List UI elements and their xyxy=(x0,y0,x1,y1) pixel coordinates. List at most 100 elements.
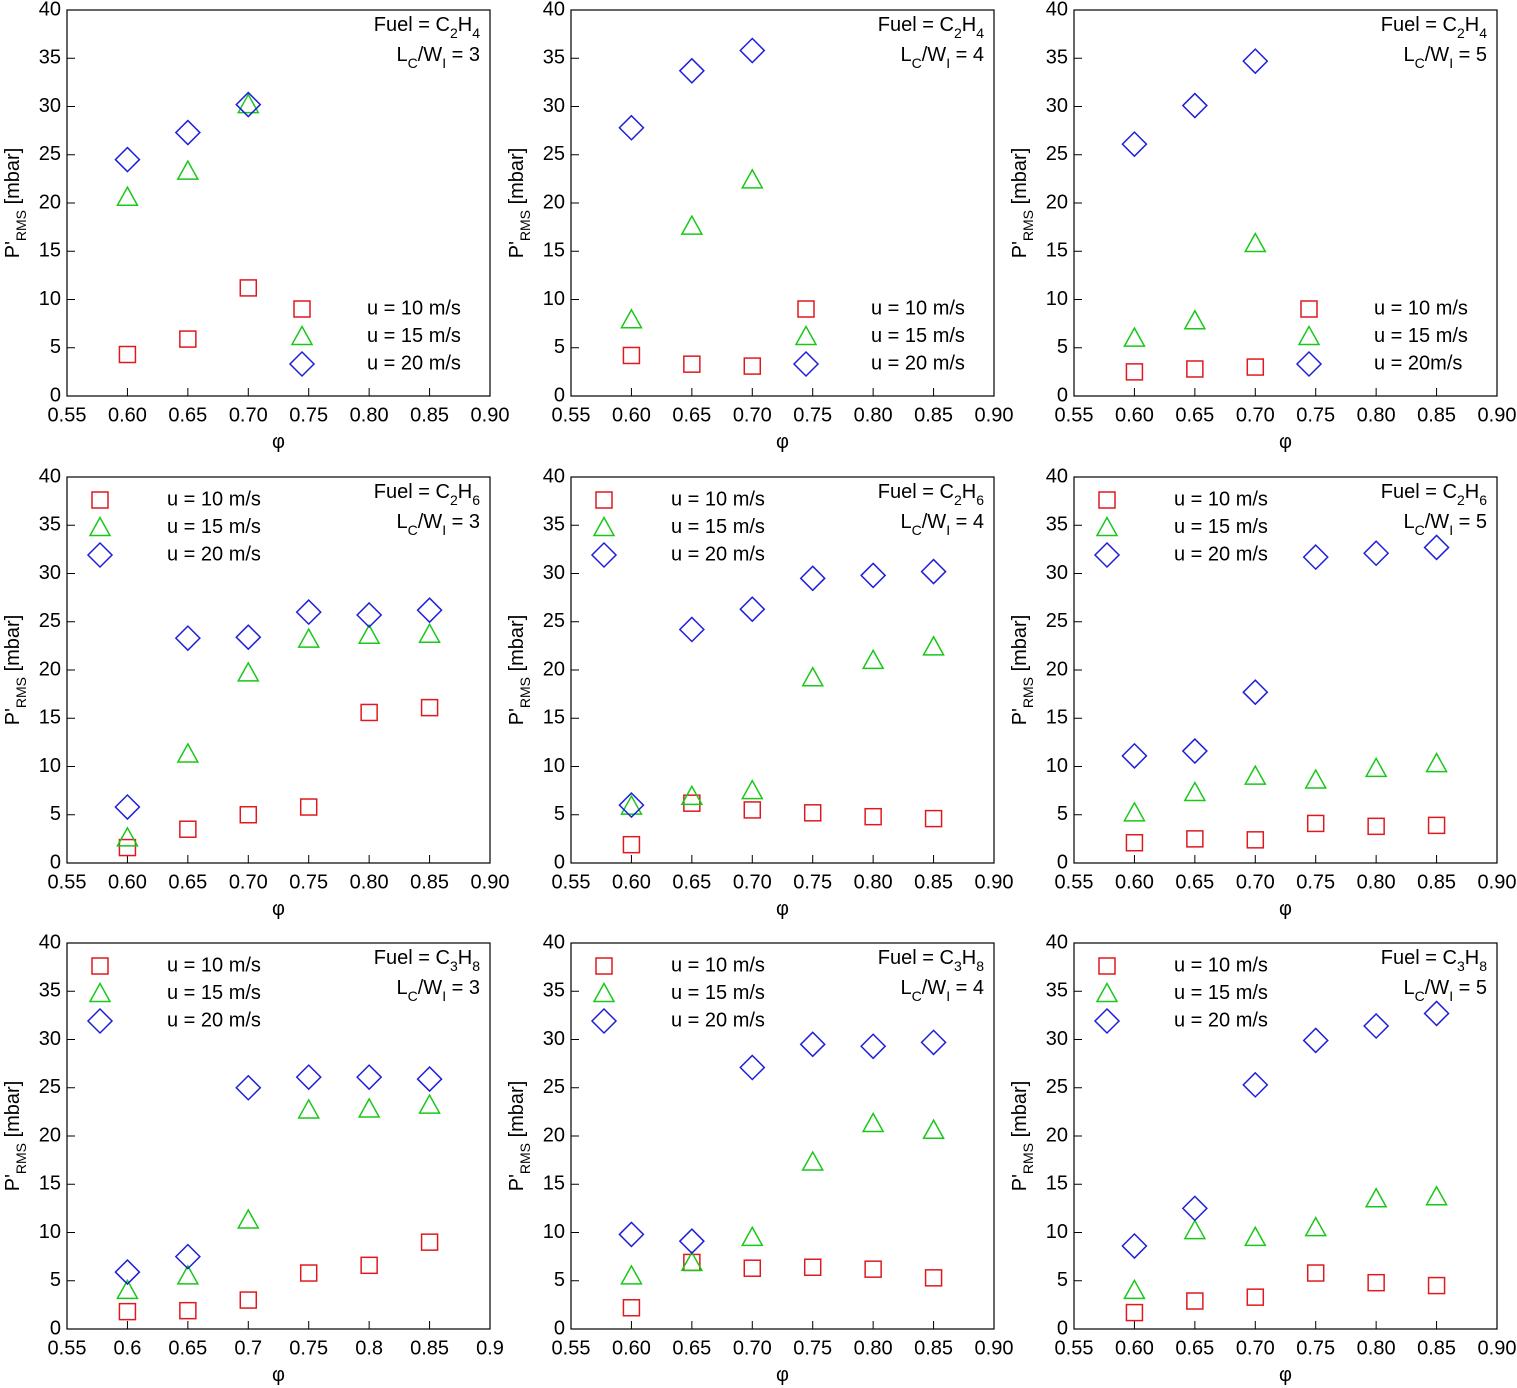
x-tick-label: 0.70 xyxy=(733,404,772,426)
legend-marker xyxy=(1095,981,1119,1003)
marker-square xyxy=(1367,1273,1385,1292)
marker-triangle xyxy=(176,1264,200,1285)
marker-diamond xyxy=(1121,1232,1148,1260)
marker-diamond xyxy=(920,558,947,585)
text-run: P' xyxy=(506,241,528,258)
marker-diamond xyxy=(799,565,826,592)
text-run: Fuel = C xyxy=(1381,947,1457,969)
x-tick-label: 0.75 xyxy=(793,404,832,426)
y-tick-label: 35 xyxy=(543,980,565,1002)
text-run: P' xyxy=(2,708,24,725)
y-tick-label: 0 xyxy=(554,384,565,406)
subscript: C xyxy=(1415,55,1425,71)
marker-triangle xyxy=(620,794,643,815)
text-run: /W xyxy=(418,511,443,533)
marker-square xyxy=(239,806,258,824)
marker-diamond xyxy=(1302,1027,1329,1054)
legend-label: u = 10 m/s xyxy=(871,297,965,319)
x-tick-label: 0.55 xyxy=(1055,871,1094,893)
y-tick-label: 5 xyxy=(1057,336,1068,358)
y-tick-label: 5 xyxy=(554,1269,565,1291)
y-tick-label: 10 xyxy=(39,1221,61,1243)
x-tick-label: 0.75 xyxy=(1296,404,1335,426)
subscript: I xyxy=(442,522,446,538)
text-run: Fuel = C xyxy=(374,947,450,969)
y-tick-label: 15 xyxy=(543,240,565,262)
text-run: H xyxy=(962,481,976,503)
marker-triangle xyxy=(922,635,945,656)
x-tick-label: 0.60 xyxy=(1115,404,1154,426)
subscript: 6 xyxy=(1479,492,1487,508)
x-tick-label: 0.85 xyxy=(914,1337,953,1359)
legend-label: u = 10 m/s xyxy=(671,488,765,510)
text-run: H xyxy=(458,947,472,969)
text-run: P' xyxy=(506,708,528,725)
text-run: = 4 xyxy=(950,511,984,533)
marker-triangle xyxy=(237,661,260,682)
marker-triangle xyxy=(1425,1185,1448,1206)
y-tick-label: 10 xyxy=(39,755,61,777)
chart-panel: 0.55 0.60 0.65 0.70 0.75 0.80 0.85 0.90 0 5 10 15 20… xyxy=(2,0,509,453)
y-tick-label: 25 xyxy=(39,610,61,632)
marker-diamond xyxy=(860,562,887,589)
x-tick-label: 0.55 xyxy=(552,404,591,426)
legend-marker xyxy=(88,515,112,537)
text-run: = 5 xyxy=(1453,977,1487,999)
marker-square xyxy=(924,1269,943,1287)
x-tick-label: 0.75 xyxy=(793,871,832,893)
legend-marker xyxy=(797,300,815,318)
x-tick-label: 0.55 xyxy=(1055,1337,1094,1359)
y-tick-label: 0 xyxy=(1057,851,1068,873)
y-tick-label: 10 xyxy=(1046,288,1068,310)
subscript: RMS xyxy=(517,677,533,708)
marker-square xyxy=(179,330,197,348)
legend-label: u = 15 m/s xyxy=(167,516,261,538)
chart-panel: 0.55 0.60 0.65 0.70 0.75 0.80 0.85 0.90 0 5 10 15 20… xyxy=(1009,931,1516,1386)
x-tick-label: 0.70 xyxy=(1236,404,1275,426)
y-tick-label: 25 xyxy=(543,1076,565,1098)
x-tick-label: 0.80 xyxy=(1357,1337,1396,1359)
y-axis-label: P'RMS [mbar] xyxy=(2,615,29,726)
x-tick-label: 0.90 xyxy=(1478,871,1517,893)
marker-diamond xyxy=(235,624,262,651)
legend-marker xyxy=(88,981,112,1003)
legend-marker xyxy=(86,541,114,569)
legend-marker xyxy=(91,957,109,975)
marker-triangle xyxy=(922,1118,945,1139)
marker-triangle xyxy=(1183,781,1207,802)
marker-diamond xyxy=(739,37,766,64)
x-tick-label: 0.65 xyxy=(672,871,711,893)
y-tick-label: 20 xyxy=(1046,1124,1068,1146)
text-run: [mbar] xyxy=(1009,615,1031,677)
marker-diamond xyxy=(235,1074,262,1101)
y-tick-label: 15 xyxy=(39,707,61,729)
y-tick-label: 20 xyxy=(39,658,61,680)
marker-triangle xyxy=(1183,309,1207,330)
annotation: LC/WI = 5 xyxy=(1404,44,1488,71)
subscript: C xyxy=(912,55,922,71)
legend-label: u = 15 m/s xyxy=(871,325,965,347)
marker-triangle xyxy=(620,1264,643,1285)
subscript: 6 xyxy=(976,492,984,508)
subscript: C xyxy=(408,988,418,1004)
chart-panel: 0.55 0.60 0.65 0.70 0.75 0.80 0.85 0.90 0 5 10 15 20… xyxy=(506,0,1013,453)
x-tick-label: 0.65 xyxy=(672,404,711,426)
marker-square xyxy=(622,1299,641,1317)
marker-square xyxy=(420,1233,439,1251)
text-run: = 5 xyxy=(1453,44,1487,66)
y-tick-label: 5 xyxy=(50,1269,61,1291)
y-tick-label: 30 xyxy=(543,1028,565,1050)
annotation: LC/WI = 5 xyxy=(1404,977,1488,1004)
legend-marker xyxy=(590,541,618,569)
text-run: Fuel = C xyxy=(878,481,954,503)
x-tick-label: 0.8 xyxy=(355,1337,383,1359)
y-tick-label: 10 xyxy=(543,1221,565,1243)
text-run: Fuel = C xyxy=(1381,481,1457,503)
subscript: C xyxy=(408,522,418,538)
annotation: Fuel = C2H6 xyxy=(1381,481,1487,508)
x-tick-label: 0.85 xyxy=(410,1337,449,1359)
x-tick-label: 0.55 xyxy=(552,1337,591,1359)
subscript: 8 xyxy=(1479,958,1487,974)
marker-triangle xyxy=(176,742,200,763)
